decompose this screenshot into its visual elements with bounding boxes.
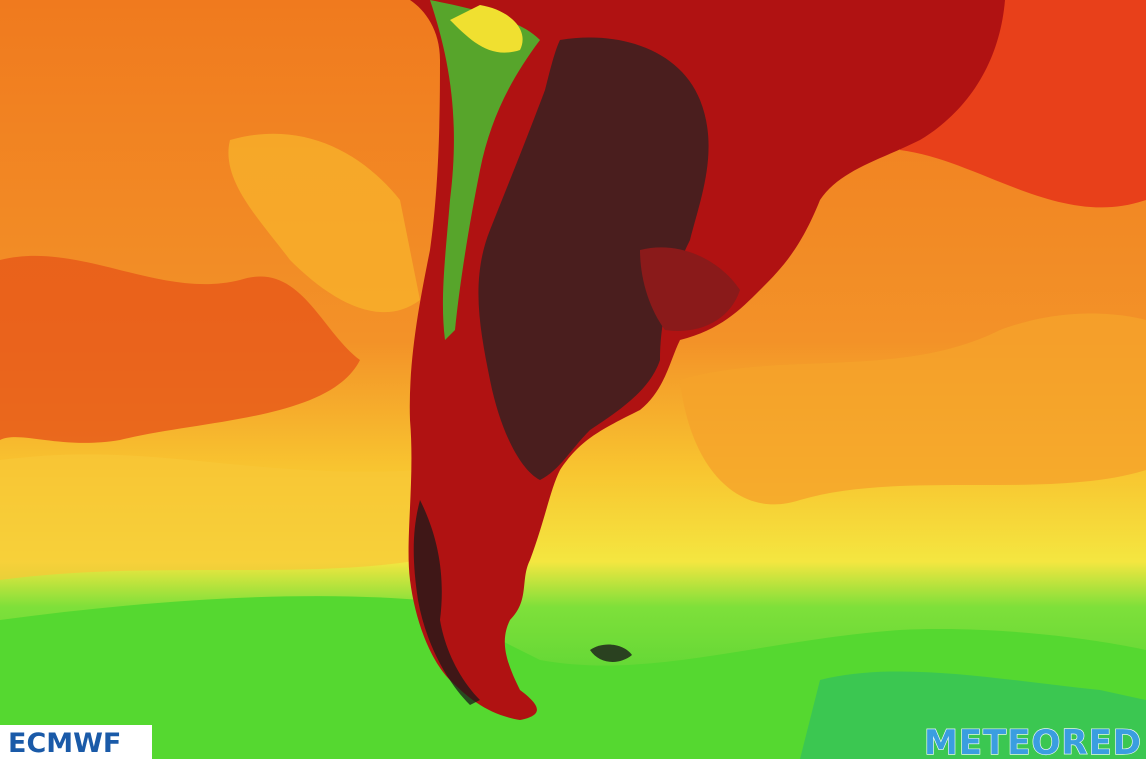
fjords — [413, 500, 480, 705]
logo-left-box: ECMWF — [0, 725, 152, 759]
logo-background — [0, 725, 152, 759]
warm-patch — [0, 255, 360, 443]
yellow-band — [0, 454, 420, 580]
ecmwf-logo: ECMWF — [8, 728, 121, 759]
andes-strip — [450, 5, 523, 53]
warm-patch — [228, 133, 420, 313]
hot-core — [478, 37, 709, 480]
andes-strip — [430, 0, 540, 340]
warm-patch — [680, 313, 1146, 505]
hot-region — [640, 247, 740, 331]
meteored-logo: METEORED — [924, 723, 1142, 759]
green-band — [800, 671, 1146, 759]
islands — [590, 644, 632, 662]
